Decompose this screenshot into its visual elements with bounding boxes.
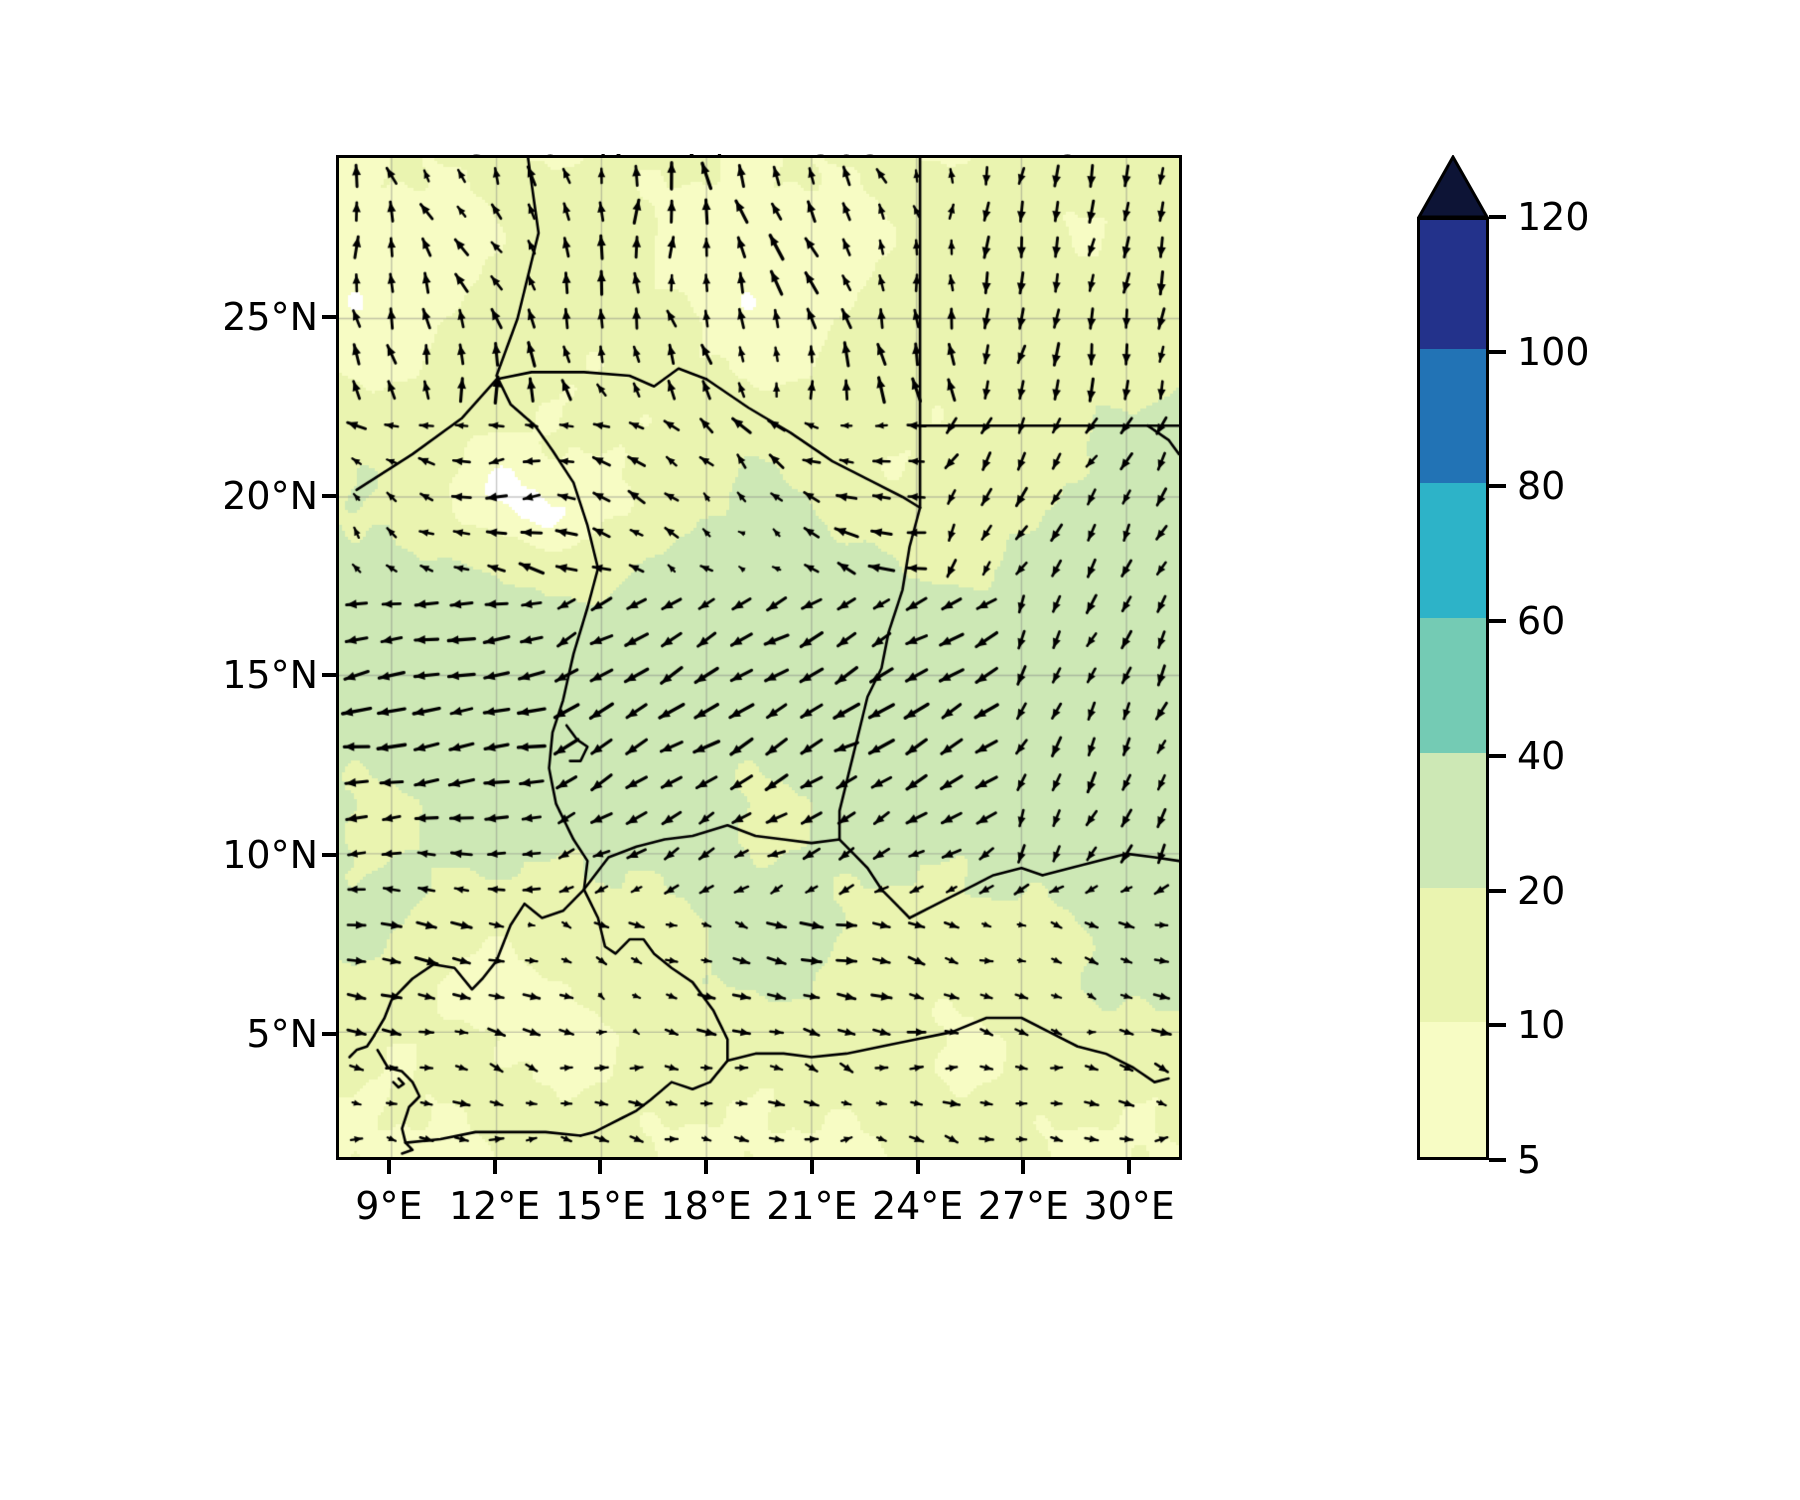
colorbar-segment [1420, 752, 1486, 888]
latitude-tick-label: 20°N [222, 473, 318, 518]
colorbar-segment [1420, 1022, 1486, 1157]
longitude-tick-mark [492, 1160, 497, 1174]
longitude-tick-mark [704, 1160, 709, 1174]
colorbar-segment [1420, 618, 1486, 753]
colorbar-tick-mark [1489, 484, 1506, 489]
latitude-tick-label: 25°N [222, 294, 318, 339]
colorbar-tick-label: 60 [1517, 599, 1566, 644]
colorbar-tick-label: 100 [1517, 329, 1590, 374]
longitude-tick-mark [1021, 1160, 1026, 1174]
colorbar-extend-arrow-icon [1417, 155, 1489, 219]
latitude-tick-mark [322, 1032, 336, 1037]
colorbar-tick-label: 20 [1517, 868, 1566, 913]
colorbar-tick-label: 5 [1517, 1138, 1542, 1182]
colorbar-tick-mark [1489, 349, 1506, 354]
latitude-tick-label: 5°N [246, 1012, 318, 1057]
colorbar-tick-label: 10 [1517, 1003, 1566, 1048]
colorbar-tick-mark [1489, 753, 1506, 758]
longitude-tick-label: 30°E [1083, 1184, 1175, 1228]
longitude-tick-label: 12°E [448, 1184, 541, 1228]
colorbar-tick-mark [1489, 215, 1506, 219]
longitude-tick-mark [915, 1160, 920, 1174]
latitude-tick-label: 15°N [222, 653, 318, 698]
longitude-tick-label: 21°E [766, 1184, 858, 1228]
latitude-tick-mark [322, 314, 336, 319]
wind-speed-map [339, 158, 1179, 1157]
map-axes[interactable] [336, 155, 1182, 1160]
latitude-tick-mark [322, 673, 336, 678]
colorbar-tick-label: 40 [1517, 733, 1566, 778]
longitude-tick-mark [809, 1160, 814, 1174]
longitude-tick-label: 15°E [554, 1184, 647, 1228]
longitude-tick-label: 24°E [871, 1184, 964, 1228]
colorbar-segment [1420, 348, 1486, 484]
colorbar-tick-mark [1489, 888, 1506, 893]
colorbar-gradient [1417, 217, 1489, 1160]
latitude-tick-mark [322, 493, 336, 498]
colorbar-segment [1420, 220, 1486, 349]
longitude-tick-label: 9°E [355, 1184, 423, 1228]
colorbar[interactable]: 5 10 20 40 60 80 100 120 [1417, 155, 1590, 1182]
colorbar-tick-mark [1489, 1158, 1506, 1162]
colorbar-tick-mark [1489, 1023, 1506, 1028]
longitude-tick-mark [598, 1160, 603, 1174]
longitude-tick-label: 27°E [977, 1184, 1070, 1228]
longitude-tick-mark [1127, 1160, 1132, 1174]
colorbar-tick-mark [1489, 619, 1506, 624]
longitude-tick-mark [386, 1160, 391, 1174]
colorbar-tick-label: 80 [1517, 464, 1566, 509]
colorbar-tick-label: 120 [1517, 195, 1590, 239]
longitude-tick-label: 18°E [660, 1184, 752, 1228]
latitude-tick-label: 10°N [222, 832, 318, 877]
latitude-tick-mark [322, 852, 336, 857]
colorbar-segment [1420, 887, 1486, 1023]
colorbar-segment [1420, 483, 1486, 619]
